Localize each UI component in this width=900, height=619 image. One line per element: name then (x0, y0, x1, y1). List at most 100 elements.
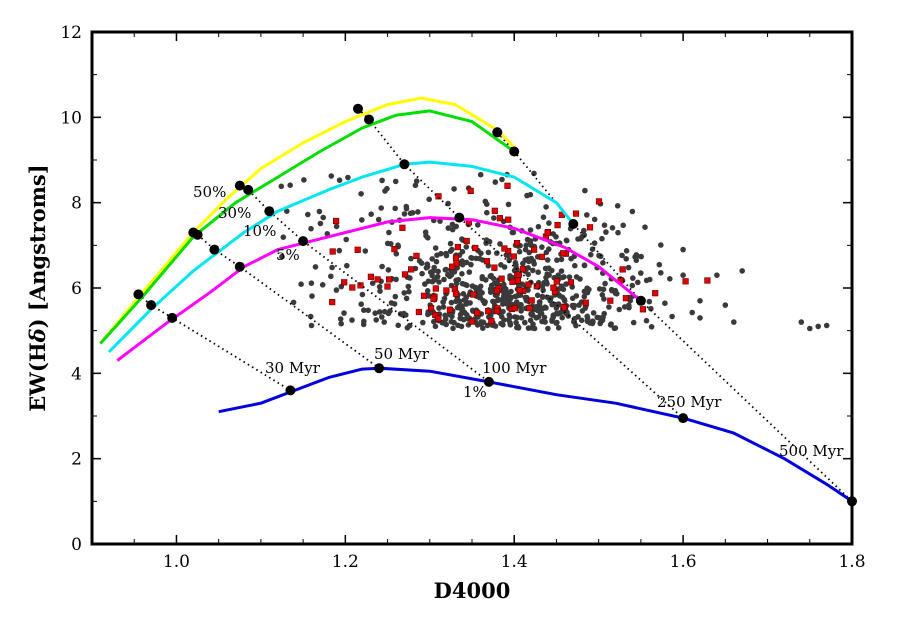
sample-square (544, 229, 551, 236)
burst-track-line (99, 96, 516, 345)
sample-point (599, 235, 605, 242)
sample-point (561, 298, 568, 304)
age-marker (167, 312, 178, 323)
sample-point (633, 257, 640, 264)
sample-square (341, 279, 348, 286)
sample-point (630, 275, 636, 281)
sample-point (358, 301, 365, 308)
sample-point (581, 293, 588, 300)
sample-point (614, 203, 621, 209)
sample-point (544, 257, 551, 263)
sample-point (358, 191, 364, 197)
sample-point (450, 325, 456, 332)
sample-square (682, 278, 689, 285)
sample-point (524, 192, 530, 199)
age-label-100: 100 Myr (482, 359, 547, 377)
y-tick-label: 2 (71, 450, 82, 470)
sample-point (492, 179, 499, 185)
sample-point (375, 216, 382, 223)
sample-square (483, 258, 491, 265)
sample-square (467, 187, 474, 195)
sample-point (491, 215, 497, 221)
sample-point (635, 279, 641, 286)
sample-point (405, 283, 412, 290)
sample-point (522, 319, 528, 326)
age-label-30: 30 Myr (265, 359, 321, 377)
sample-point (308, 322, 315, 329)
sample-point (505, 201, 512, 208)
sample-point (336, 247, 343, 254)
age-label-50: 50 Myr (374, 345, 430, 363)
sample-square (493, 307, 501, 315)
burst-label-5: 5% (276, 246, 300, 264)
sample-point (553, 234, 559, 240)
sample-point (298, 281, 304, 288)
sample-point (483, 237, 490, 243)
sample-square (357, 282, 364, 289)
sample-point (440, 299, 446, 305)
sample-point (425, 311, 431, 318)
sample-point (536, 306, 542, 313)
sample-point (514, 314, 520, 321)
sample-point (308, 280, 315, 287)
sample-point (607, 322, 614, 328)
sample-point (436, 279, 442, 285)
sample-point (642, 224, 648, 230)
age-marker (146, 300, 157, 311)
sample-point (328, 273, 334, 280)
sample-point (569, 284, 575, 290)
age-marker (264, 206, 275, 217)
sample-point (515, 325, 522, 331)
sample-point (480, 325, 486, 332)
burst-label-1: 1% (463, 383, 487, 401)
sample-point (616, 306, 623, 313)
sample-point (432, 245, 439, 251)
sample-square (488, 317, 495, 325)
sample-point (648, 305, 654, 312)
sample-point (376, 283, 383, 290)
sample-point (554, 257, 560, 264)
sample-point (512, 293, 519, 300)
sample-point (569, 295, 576, 302)
sample-point (451, 186, 457, 192)
sample-point (316, 208, 323, 215)
sample-point (609, 225, 616, 231)
sample-square (463, 237, 470, 245)
sample-square (491, 207, 498, 214)
sample-point (527, 317, 534, 324)
sample-point (376, 309, 383, 315)
sample-point (488, 272, 494, 279)
sample-point (573, 274, 580, 280)
sample-square (448, 263, 456, 270)
x-tick-label: 1.4 (501, 552, 528, 572)
sample-point (638, 270, 644, 276)
sample-square (501, 245, 508, 252)
sample-point (443, 250, 449, 257)
sample-point (643, 317, 650, 324)
y-tick-labels: 0 2 4 6 8 10 12 (60, 23, 82, 555)
sample-point (541, 314, 548, 321)
sample-point (584, 313, 590, 320)
sample-point (547, 297, 553, 304)
sample-point (441, 276, 447, 283)
sample-point (305, 211, 311, 218)
sample-point (341, 310, 347, 316)
sample-point (508, 288, 514, 295)
sample-square (354, 246, 361, 253)
sample-point (537, 299, 543, 305)
sample-point (527, 227, 534, 233)
sample-point (501, 264, 508, 270)
sample-point (447, 240, 454, 247)
sample-square (407, 266, 415, 273)
sample-point (807, 325, 813, 332)
sample-point (499, 176, 505, 183)
sample-point (451, 269, 458, 275)
sample-point (494, 250, 500, 256)
sample-square (572, 210, 580, 217)
age-marker (399, 159, 410, 170)
sample-point (714, 272, 720, 279)
sample-point (337, 316, 344, 322)
sample-point (343, 236, 350, 243)
sample-point (477, 171, 484, 178)
age-marker (483, 376, 494, 387)
